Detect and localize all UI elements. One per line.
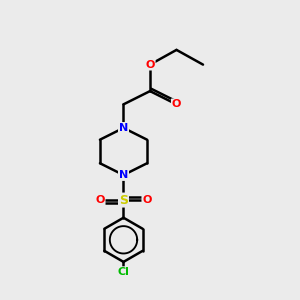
Text: N: N — [119, 170, 128, 180]
Text: S: S — [119, 194, 128, 207]
Text: O: O — [145, 60, 155, 70]
Text: O: O — [95, 195, 105, 205]
Text: Cl: Cl — [118, 267, 129, 277]
Text: N: N — [119, 123, 128, 133]
Text: O: O — [172, 99, 181, 110]
Text: O: O — [142, 195, 152, 205]
